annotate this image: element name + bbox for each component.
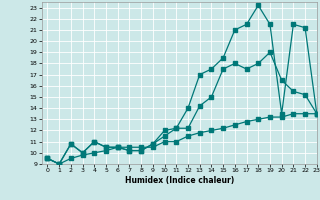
X-axis label: Humidex (Indice chaleur): Humidex (Indice chaleur)	[124, 176, 234, 185]
